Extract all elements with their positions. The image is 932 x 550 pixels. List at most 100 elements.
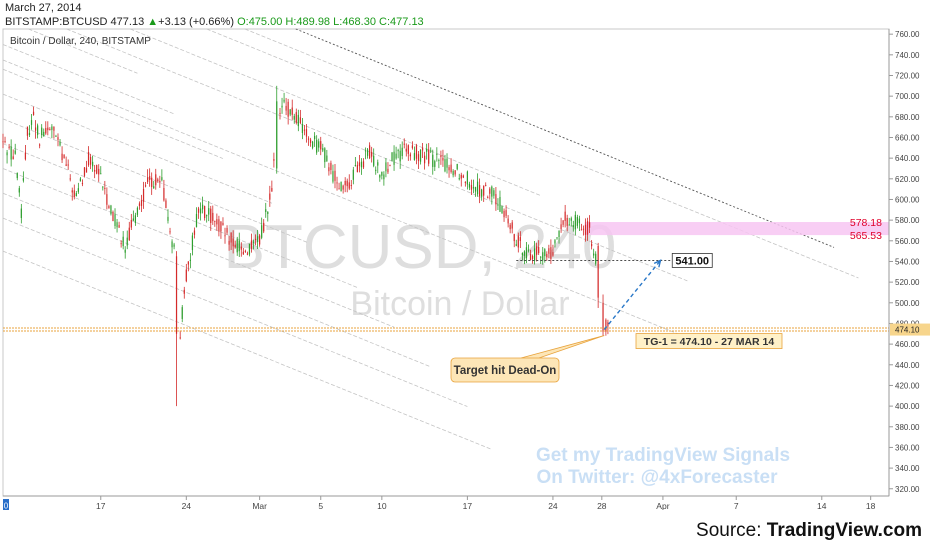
source-brand: TradingView.com — [766, 520, 922, 541]
y-axis[interactable]: 320.00 340.00 360.00 380.00 400.00 420.00 440.… — [888, 29, 931, 496]
candle-body — [252, 241, 255, 243]
candle-body — [136, 207, 139, 215]
candle — [607, 319, 609, 335]
candle-body — [377, 162, 379, 166]
candle-body — [428, 149, 430, 164]
candle — [531, 254, 534, 264]
candle-body — [503, 210, 505, 218]
candle — [444, 154, 446, 173]
candle — [562, 220, 564, 228]
candle-body — [301, 124, 304, 133]
candle — [397, 148, 399, 159]
candle — [59, 138, 61, 147]
candle — [295, 108, 297, 125]
candle — [67, 159, 69, 170]
candle-body — [511, 222, 513, 229]
candle — [39, 143, 41, 149]
candle-body — [49, 129, 51, 131]
callout-pointer — [520, 335, 605, 359]
candle — [405, 143, 407, 157]
candle-body — [379, 174, 381, 178]
candle-body — [336, 182, 338, 184]
candle — [197, 206, 200, 219]
level-label-578.18: 578.18 — [850, 217, 882, 229]
candle-body — [41, 127, 43, 136]
candle-body — [273, 159, 275, 161]
candle — [340, 181, 342, 192]
candle-body — [108, 206, 110, 209]
candle — [330, 160, 332, 175]
candle-body — [100, 173, 102, 175]
candle — [289, 109, 291, 117]
candle-body — [593, 253, 595, 256]
candle — [491, 185, 493, 205]
candle — [299, 109, 301, 124]
candle-body — [47, 127, 49, 131]
candle — [226, 225, 228, 235]
candle — [89, 153, 92, 170]
candle-body — [493, 190, 495, 196]
candle-body — [8, 146, 10, 148]
candle — [576, 214, 578, 229]
candle-body — [289, 109, 291, 115]
candle — [460, 172, 462, 187]
candle — [324, 147, 326, 168]
candle — [175, 251, 178, 407]
candle-body — [438, 160, 440, 162]
candle-body — [63, 154, 65, 159]
candle — [470, 179, 473, 196]
candle — [305, 123, 308, 143]
candle — [63, 154, 65, 159]
candle-body — [578, 218, 581, 224]
candle-body — [474, 187, 477, 192]
candle — [556, 237, 558, 240]
candle — [22, 171, 24, 183]
candle — [409, 152, 411, 161]
candle-body — [468, 183, 471, 188]
candle-body — [4, 141, 6, 143]
candle — [536, 242, 538, 262]
candle-body — [411, 145, 414, 149]
candle-body — [208, 208, 210, 215]
candle — [132, 210, 134, 222]
candle — [271, 180, 273, 192]
candle-body — [478, 185, 481, 196]
candle — [574, 211, 576, 236]
candles-layer[interactable] — [2, 85, 609, 407]
candle — [377, 159, 379, 174]
candle — [163, 179, 165, 202]
target-price-tag — [890, 323, 930, 336]
candle-body — [521, 253, 523, 256]
candle-body — [515, 244, 517, 246]
candle — [360, 158, 363, 175]
x-axis[interactable]: 0 17 24 Mar 5 10 17 24 28 Apr 7 14 18 — [3, 495, 889, 510]
candle-body — [92, 161, 94, 167]
candle-body — [342, 185, 344, 190]
candle — [267, 211, 269, 222]
candle-body — [595, 253, 597, 264]
candle — [108, 204, 110, 209]
candle — [283, 92, 285, 104]
candle-body — [199, 208, 202, 214]
candle-body — [330, 162, 332, 171]
candle-body — [77, 188, 79, 192]
candle-body — [395, 153, 397, 159]
candle-body — [140, 200, 143, 206]
candle-body — [389, 164, 391, 166]
candle-body — [183, 289, 185, 294]
candle-body — [212, 212, 214, 222]
candle-body — [87, 151, 90, 166]
candle — [436, 147, 438, 162]
candle-body — [295, 112, 297, 123]
candle-body — [344, 181, 346, 186]
candle-body — [37, 125, 39, 135]
candle — [554, 238, 556, 248]
x-tick-label: 7 — [734, 501, 739, 510]
candle-body — [456, 164, 458, 170]
candle — [8, 143, 10, 150]
candle-body — [322, 148, 324, 151]
candle — [527, 244, 530, 253]
candle-body — [324, 148, 326, 163]
candle — [128, 221, 130, 241]
